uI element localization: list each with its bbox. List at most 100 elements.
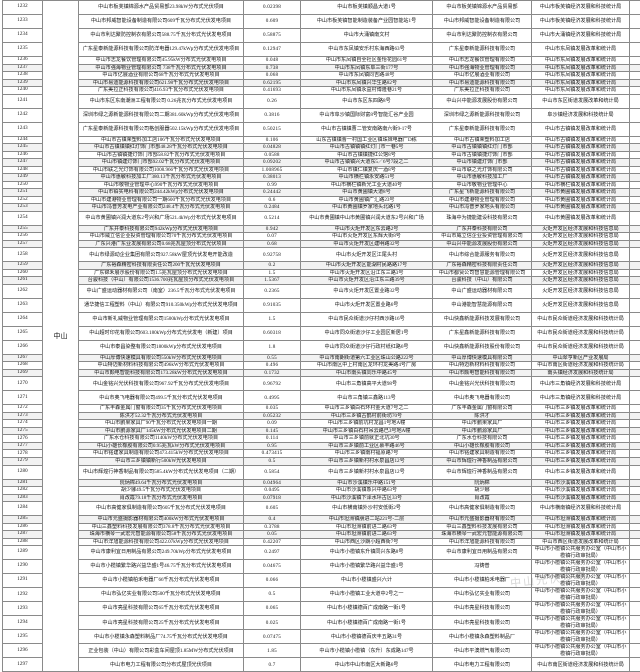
cell-project-name: 中山厚博快速模具有限公司550kW分布式光伏发电项目	[79, 354, 244, 362]
cell-serial-number: 1240	[3, 87, 43, 95]
cell-address: 中山市三角镇三鑫路113号	[301, 391, 433, 405]
cell-address: 中山市板芙镇智能制造装备产业园智能站1号	[301, 15, 433, 29]
cell-project-name: 中山市古镇镇镇红灯饰门市部48.28千瓦分布式光伏发电项目	[79, 144, 244, 152]
cell-capacity: 0.5	[244, 588, 301, 602]
cell-authority: 中山市三乡镇发展改革和统计局	[532, 420, 630, 428]
cell-capacity: 0.62195	[244, 79, 301, 87]
cell-company: 广东星飞新能源科技有限公司	[433, 189, 532, 197]
cell-date: 2022-12-12	[630, 240, 640, 248]
cell-serial-number: 1268	[3, 362, 43, 370]
cell-company: 中山市古镇镇镇红灯门市部	[433, 144, 532, 152]
cell-date: 2022-12-26	[630, 29, 640, 43]
cell-address: 中山市小榄镇工业大道中2号之一	[301, 588, 433, 602]
cell-date: 2022-12-08	[630, 658, 640, 672]
cell-project-name: 广东兴港广东业发展有限公司0.68兆瓦屋顶分布式光伏项目	[79, 240, 244, 248]
cell-date: 2022-12-27	[630, 602, 640, 616]
cell-project-name: 中山市黄圃镇兴润大道东2号兴和广场521.4kWp分布式光伏发电项目	[79, 211, 244, 225]
cell-authority: 中山市民众街道经济发展和科技统计局	[532, 326, 630, 340]
cell-capacity: 0.2365	[244, 284, 301, 298]
cell-capacity: 0.473415	[244, 450, 301, 458]
cell-date: 2022-12-29	[630, 442, 640, 450]
cell-address: 中山市火炬开发区东辉大街8号	[301, 233, 433, 241]
cell-serial-number: 1269	[3, 369, 43, 377]
cell-serial-number: 1277	[3, 442, 43, 450]
cell-date: 2022-12-29	[630, 435, 640, 443]
cell-authority: 中山市古镇镇发展改革和统计局	[532, 151, 630, 159]
cell-capacity: 0.09202	[244, 159, 301, 167]
cell-capacity: 0.04675	[244, 560, 301, 574]
cell-company: 中山港能智慧能源有限公司	[433, 298, 532, 312]
cell-project-name: 中山市亮星科技有限公司25千瓦分布式光伏发电项目	[79, 616, 244, 630]
cell-capacity: 0.02398	[244, 1, 301, 15]
cell-date: 2022-12-12	[630, 181, 640, 189]
cell-authority: 中山市黄圃镇发展改革和统计局	[532, 204, 630, 212]
